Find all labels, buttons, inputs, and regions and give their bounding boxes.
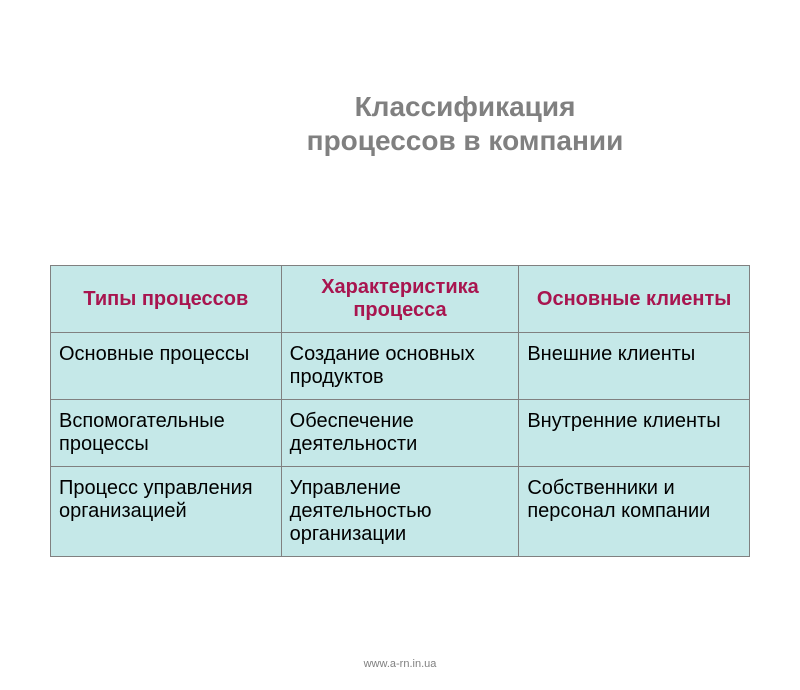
cell-r0-c2: Внешние клиенты: [519, 333, 750, 400]
cell-r1-c0: Вспомогательные процессы: [51, 400, 282, 467]
cell-r0-c0: Основные процессы: [51, 333, 282, 400]
table-header-row: Типы процессов Характеристика процесса О…: [51, 266, 750, 333]
header-col-3: Основные клиенты: [519, 266, 750, 333]
table-row: Основные процессы Создание основных прод…: [51, 333, 750, 400]
title-line-1: Классификация: [355, 91, 576, 122]
slide-title: Классификация процессов в компании: [130, 90, 800, 157]
header-col-2: Характеристика процесса: [281, 266, 519, 333]
table-container: Типы процессов Характеристика процесса О…: [50, 265, 750, 557]
title-line-2: процессов в компании: [307, 125, 624, 156]
cell-r2-c2: Собственники и персонал компании: [519, 467, 750, 557]
header-col-1: Типы процессов: [51, 266, 282, 333]
footer-text: www.a-rn.in.ua: [0, 658, 800, 670]
cell-r1-c1: Обеспечение деятельности: [281, 400, 519, 467]
cell-r2-c0: Процесс управления организацией: [51, 467, 282, 557]
cell-r1-c2: Внутренние клиенты: [519, 400, 750, 467]
slide-container: Классификация процессов в компании Типы …: [0, 90, 800, 690]
cell-r2-c1: Управление деятельностью организации: [281, 467, 519, 557]
classification-table: Типы процессов Характеристика процесса О…: [50, 265, 750, 557]
table-row: Процесс управления организацией Управлен…: [51, 467, 750, 557]
table-row: Вспомогательные процессы Обеспечение дея…: [51, 400, 750, 467]
cell-r0-c1: Создание основных продуктов: [281, 333, 519, 400]
